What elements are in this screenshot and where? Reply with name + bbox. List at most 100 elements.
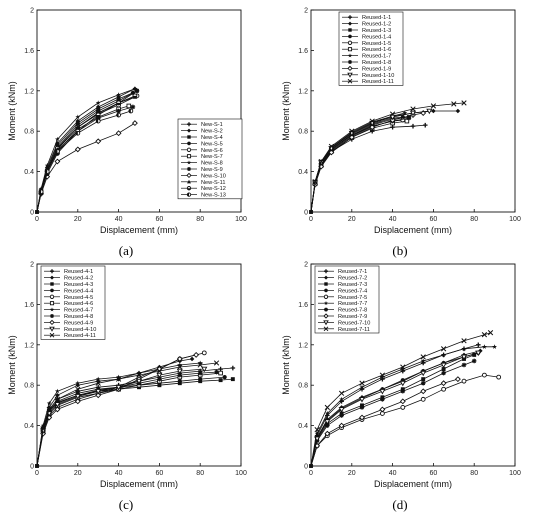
data-point <box>461 338 467 344</box>
series-line <box>36 362 217 467</box>
data-point <box>369 124 376 131</box>
x-tick-label: 0 <box>35 216 39 223</box>
series-line <box>310 117 409 213</box>
data-point <box>201 350 207 356</box>
data-point <box>389 114 396 121</box>
y-tick-label: 0.4 <box>24 169 34 176</box>
legend-entry: New-S-12 <box>181 186 226 192</box>
data-point <box>218 366 223 372</box>
y-tick-label: 0.8 <box>298 383 308 390</box>
data-point <box>441 367 446 371</box>
data-point <box>461 378 467 384</box>
data-point <box>420 358 426 364</box>
data-point <box>198 377 203 382</box>
data-point <box>379 372 386 378</box>
data-point <box>95 112 101 118</box>
legend-label: New-S-2 <box>201 129 223 135</box>
data-point <box>481 344 487 349</box>
data-point <box>460 354 468 361</box>
y-tick-label: 0.4 <box>298 169 308 176</box>
x-axis-label: Displacement (mm) <box>374 225 452 235</box>
legend-entry: Reused-4-1 <box>44 269 93 275</box>
data-point <box>176 356 183 362</box>
data-point <box>461 346 467 351</box>
y-tick-label: 1.2 <box>298 88 308 95</box>
series-Reused-7-8 <box>310 358 477 467</box>
series-Reused-1-1 <box>310 122 428 213</box>
legend-marker <box>187 179 191 184</box>
data-point <box>54 158 61 165</box>
y-tick-label: 2 <box>30 262 34 269</box>
data-point <box>132 86 138 91</box>
x-tick-label: 20 <box>348 470 356 477</box>
legend-entry: New-S-13 <box>181 192 226 199</box>
data-point <box>410 123 416 129</box>
legend-entry: Reused-7-4 <box>318 288 367 294</box>
legend-label: Reused-4-10 <box>64 327 96 333</box>
panel-caption: (a) <box>119 243 133 258</box>
data-point <box>339 413 344 418</box>
legend-marker <box>323 326 329 332</box>
data-point <box>116 92 122 97</box>
legend-label: Reused-1-11 <box>362 79 394 85</box>
data-point <box>390 124 395 130</box>
legend-box <box>177 118 243 200</box>
legend-label: Reused-1-1 <box>362 15 391 21</box>
origin-point <box>35 464 39 468</box>
x-tick-label: 20 <box>74 470 82 477</box>
series-line <box>310 344 479 467</box>
series-line <box>310 116 403 213</box>
data-point <box>359 405 365 410</box>
data-point <box>314 431 320 436</box>
legend-marker <box>50 269 54 274</box>
data-point <box>135 88 139 93</box>
legend-marker <box>324 269 328 274</box>
series-Reused-4-4 <box>36 375 227 467</box>
series-line <box>310 120 407 213</box>
data-point <box>115 384 122 391</box>
data-point <box>46 400 52 406</box>
y-tick-label: 1.6 <box>24 302 34 309</box>
data-point <box>400 405 406 410</box>
legend-label: New-S-7 <box>201 154 223 160</box>
data-point <box>451 101 457 107</box>
data-point <box>487 330 494 336</box>
x-tick-label: 60 <box>156 216 164 223</box>
x-tick-label: 80 <box>470 216 478 223</box>
legend-marker <box>187 128 191 133</box>
legend-entry: Reused-1-10 <box>342 72 394 79</box>
legend-entry: Reused-7-9 <box>318 313 367 320</box>
data-point <box>338 422 345 429</box>
legend-label: Reused-4-11 <box>64 333 96 339</box>
data-point <box>197 362 203 368</box>
legend-entry: Reused-1-7 <box>342 53 391 60</box>
legend-label: New-S-11 <box>201 180 225 186</box>
data-point <box>359 384 365 390</box>
series-line <box>36 372 221 467</box>
legend-entry: Reused-4-6 <box>44 301 93 307</box>
legend-entry: Reused-4-4 <box>44 288 93 294</box>
legend-marker <box>348 60 352 64</box>
series-line <box>36 354 197 467</box>
series-line <box>36 376 225 467</box>
x-tick-label: 80 <box>196 216 204 223</box>
data-point <box>230 377 235 382</box>
x-tick-label: 0 <box>309 470 313 477</box>
legend-marker <box>323 320 329 326</box>
legend-marker <box>187 135 191 139</box>
legend-entry: Reused-1-9 <box>342 65 391 72</box>
legend-entry: Reused-7-3 <box>318 282 367 288</box>
legend-label: Reused-1-10 <box>362 73 394 79</box>
data-point <box>218 378 223 383</box>
series-line <box>36 122 136 213</box>
legend-marker <box>324 275 328 280</box>
data-point <box>358 397 366 403</box>
data-point <box>74 394 81 400</box>
legend-marker <box>347 72 353 78</box>
data-point <box>156 368 163 374</box>
legend-marker <box>49 332 55 338</box>
legend-entry: Reused-1-5 <box>342 40 391 47</box>
legend-marker <box>324 307 328 312</box>
legend-entry: Reused-7-1 <box>318 269 367 275</box>
data-point <box>115 376 122 382</box>
